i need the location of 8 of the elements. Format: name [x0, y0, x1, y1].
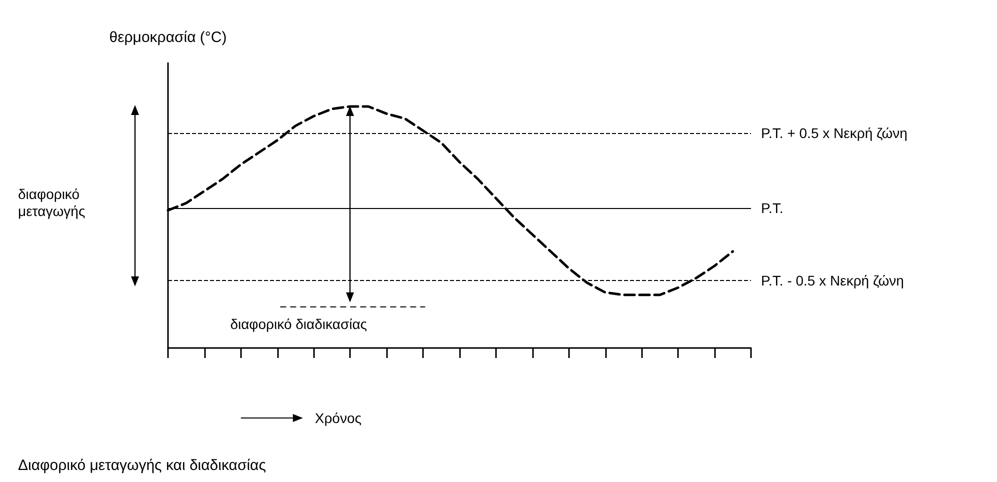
x-axis-title: Χρόνος: [314, 410, 362, 426]
ref-line-label: P.T.: [761, 200, 784, 216]
text: διαφορικό μεταγωγής: [18, 186, 86, 220]
text: Διαφορικό μεταγωγής και διαδικασίας: [18, 457, 266, 474]
ref-line-label: P.T. + 0.5 x Νεκρή ζώνη: [761, 125, 908, 142]
ref-line-label: P.T. - 0.5 x Νεκρή ζώνη: [761, 272, 904, 288]
annotation: διαφορικό διαδικασίας: [230, 316, 368, 332]
y-axis-title: θερμοκρασία (°C): [109, 29, 227, 46]
